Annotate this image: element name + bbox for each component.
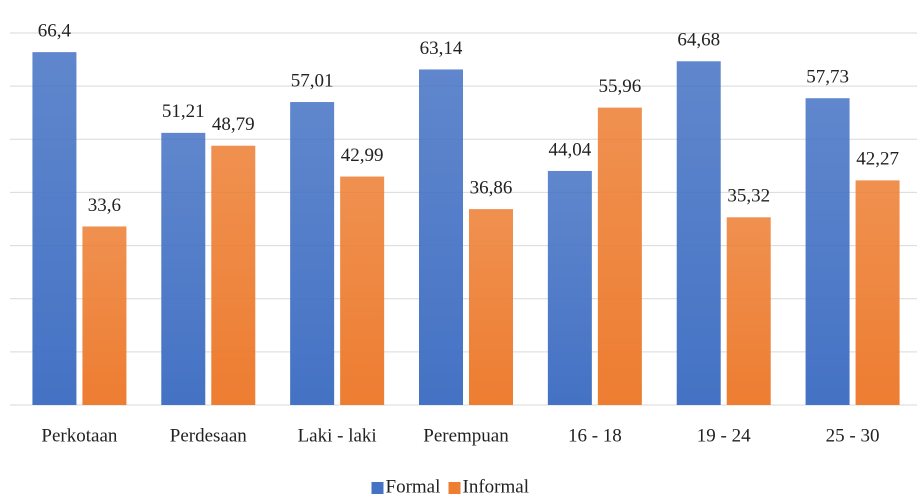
x-tick-label: 16 - 18 <box>568 425 622 446</box>
x-tick-label: 19 - 24 <box>697 425 751 446</box>
bar <box>726 217 771 405</box>
value-label: 63,14 <box>420 38 463 59</box>
value-label: 42,99 <box>341 145 384 166</box>
bar <box>597 107 642 405</box>
value-label: 35,32 <box>727 186 770 207</box>
value-label: 57,01 <box>291 70 334 91</box>
value-label: 36,86 <box>470 177 513 198</box>
bar <box>547 170 592 405</box>
bar <box>340 176 385 405</box>
bar <box>211 145 256 405</box>
value-label: 66,4 <box>38 20 72 41</box>
value-label: 44,04 <box>548 139 591 160</box>
value-label: 48,79 <box>212 114 255 135</box>
bar <box>469 209 513 405</box>
bar <box>161 132 206 406</box>
value-label: 55,96 <box>598 76 641 97</box>
bar <box>676 61 721 405</box>
bar <box>32 52 77 405</box>
value-label: 42,27 <box>856 149 899 170</box>
x-tick-label: Perkotaan <box>41 425 117 446</box>
bar <box>805 98 850 405</box>
legend-swatch <box>371 482 384 494</box>
x-tick-label: Perdesaan <box>170 425 248 446</box>
value-label: 64,68 <box>677 30 720 51</box>
bar <box>855 180 900 405</box>
legend-label: Informal <box>463 476 529 497</box>
legend-swatch <box>448 482 461 494</box>
bar <box>419 69 463 406</box>
value-label: 51,21 <box>162 101 205 122</box>
value-label: 57,73 <box>806 67 849 88</box>
value-label: 33,6 <box>88 195 121 216</box>
bar <box>82 226 127 405</box>
x-tick-label: 25 - 30 <box>826 425 880 446</box>
x-tick-label: Laki - laki <box>298 425 377 446</box>
x-tick-label: Perempuan <box>423 425 509 446</box>
legend-label: Formal <box>386 476 441 497</box>
bar <box>290 102 335 406</box>
